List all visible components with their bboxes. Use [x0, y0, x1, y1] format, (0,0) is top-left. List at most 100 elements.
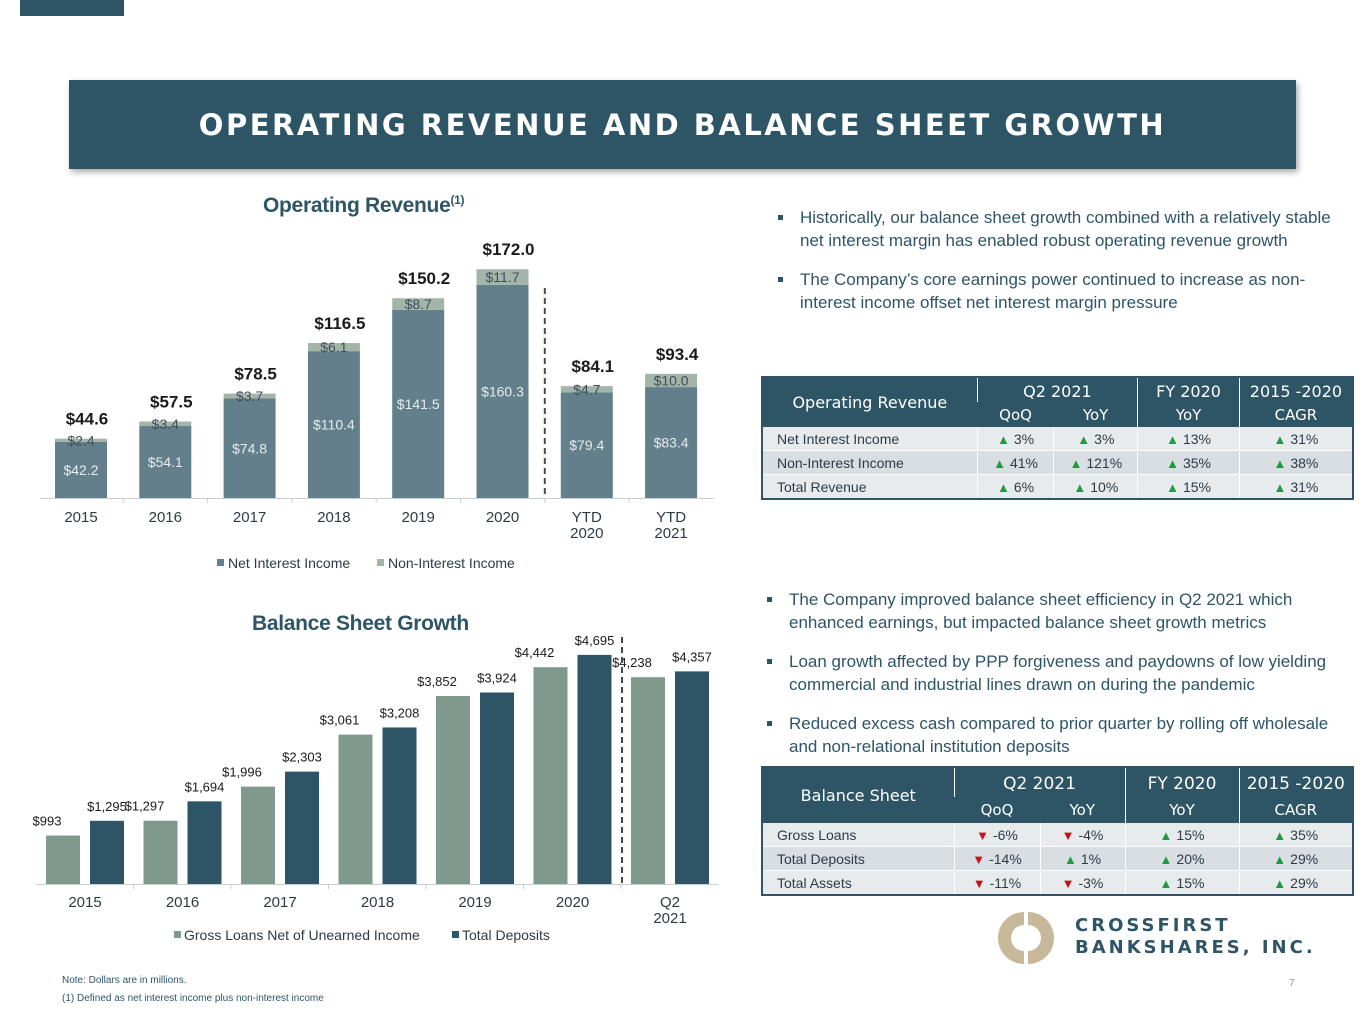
balance-sheet-table: Balance Sheet Q2 2021 FY 2020 2015 -2020…	[761, 766, 1354, 896]
table-header-q2: Q2 2021	[976, 377, 1138, 402]
total-label: $44.6	[66, 410, 109, 429]
total-deposits-bar	[187, 801, 222, 884]
x-tick-label: YTD 2021	[654, 509, 687, 542]
title-banner: OPERATING REVENUE AND BALANCE SHEET GROW…	[69, 80, 1296, 169]
metric-cell: ▲ 6%	[976, 474, 1054, 500]
up-arrow-icon: ▲	[1063, 851, 1077, 867]
net-interest-label: $141.5	[397, 396, 440, 412]
metric-value: -11%	[989, 874, 1022, 891]
metric-cell: ▲ 35%	[1238, 823, 1353, 847]
up-arrow-icon: ▲	[1273, 479, 1287, 495]
up-arrow-icon: ▲	[1273, 455, 1287, 471]
metric-cell: ▲ 29%	[1238, 870, 1353, 896]
net-interest-bar	[645, 387, 698, 498]
x-tick-label: 2017	[263, 894, 296, 911]
table-header-yoy: YoY	[1040, 797, 1125, 823]
non-interest-bar	[223, 393, 276, 399]
net-interest-bar	[476, 284, 529, 498]
gross-loans-label: $1,297	[125, 799, 165, 814]
gross-loans-bar	[436, 696, 470, 884]
total-deposits-bar	[285, 771, 319, 884]
non-interest-bar	[55, 438, 107, 442]
total-deposits-label: $2,303	[282, 750, 322, 765]
table-header-fy: FY 2020	[1137, 377, 1240, 402]
non-interest-bar	[476, 269, 529, 285]
gross-loans-bar	[338, 734, 373, 884]
x-tick-label: Q2 2021	[653, 894, 686, 927]
metric-value: 15%	[1182, 478, 1211, 495]
non-interest-bar	[139, 421, 192, 427]
non-interest-label: $11.7	[486, 269, 520, 285]
total-label: $93.4	[656, 345, 699, 364]
logo-line-2: BANKSHARES, INC.	[1075, 937, 1316, 958]
x-tick-label: 2019	[402, 509, 435, 526]
down-arrow-icon: ▼	[1061, 827, 1075, 843]
total-deposits-label: $3,208	[380, 705, 420, 720]
gross-loans-label: $3,852	[417, 674, 457, 689]
gross-loans-label: $3,061	[320, 713, 360, 728]
up-arrow-icon: ▲	[993, 455, 1006, 471]
metric-value: 15%	[1176, 874, 1205, 891]
corner-tab	[20, 0, 124, 16]
table-row-gross-loans: Gross Loans ▼ -6% ▼ -4% ▲ 15% ▲ 35%	[761, 823, 1353, 847]
metric-value: 6%	[1013, 478, 1035, 495]
metric-value: 13%	[1182, 430, 1211, 447]
gross-loans-bar	[631, 677, 665, 884]
up-arrow-icon: ▲	[1166, 455, 1179, 471]
table-header-yoy: YoY	[1053, 402, 1138, 427]
up-arrow-icon: ▲	[1273, 875, 1287, 891]
metric-value: 3%	[1094, 430, 1115, 447]
gross-loans-label: $1,996	[222, 765, 262, 780]
net-interest-label: $110.4	[313, 417, 355, 433]
up-arrow-icon: ▲	[1159, 851, 1173, 867]
net-interest-label: $79.4	[569, 437, 604, 453]
table-row-non-interest-income: Non-Interest Income ▲ 41% ▲ 121% ▲ 35% ▲ 38%	[761, 450, 1353, 475]
net-interest-label: $160.3	[481, 383, 524, 399]
metric-cell: ▼ -3%	[1039, 870, 1125, 896]
total-label: $57.5	[150, 393, 193, 412]
balance-bullet: The Company improved balance sheet effic…	[763, 588, 1358, 634]
non-interest-label: $10.0	[654, 372, 689, 388]
net-interest-bar	[223, 398, 276, 498]
metric-value: 31%	[1290, 478, 1319, 495]
net-interest-label: $83.4	[654, 435, 689, 451]
non-interest-label: $8.7	[405, 296, 432, 312]
metric-value: 3%	[1013, 430, 1035, 447]
total-label: $150.2	[398, 269, 450, 288]
down-arrow-icon: ▼	[972, 875, 986, 891]
gross-loans-label: $993	[33, 814, 62, 829]
row-label: Total Revenue	[761, 474, 978, 500]
x-tick-label: 2016	[149, 509, 182, 526]
total-deposits-label: $3,924	[477, 671, 517, 686]
balance-bullet-list: The Company improved balance sheet effic…	[763, 588, 1358, 774]
net-interest-bar	[307, 351, 360, 498]
up-arrow-icon: ▲	[1273, 851, 1287, 867]
row-label: Non-Interest Income	[761, 450, 978, 475]
total-label: $84.1	[572, 357, 615, 376]
up-arrow-icon: ▲	[996, 431, 1010, 447]
non-interest-bar	[645, 373, 698, 388]
balance-chart-title: Balance Sheet Growth	[252, 612, 469, 635]
metric-cell: ▲ 15%	[1124, 823, 1239, 847]
x-tick-label: 2020	[556, 894, 589, 911]
up-arrow-icon: ▲	[1159, 827, 1173, 843]
total-deposits-bar	[90, 820, 124, 884]
non-interest-label: $2.4	[67, 432, 94, 448]
metric-cell: ▲ 31%	[1238, 474, 1353, 500]
net-interest-bar	[392, 309, 445, 498]
metric-cell: ▲ 31%	[1238, 427, 1353, 451]
footnote-definition: (1) Defined as net interest income plus …	[62, 993, 324, 1004]
gross-loans-bar	[46, 835, 80, 884]
revenue-chart-title: Operating Revenue(1)	[263, 193, 465, 218]
revenue-chart-title-text: Operating Revenue	[263, 194, 451, 217]
x-tick-label: 2015	[68, 894, 101, 911]
up-arrow-icon: ▲	[1159, 875, 1173, 891]
net-interest-label: $54.1	[148, 454, 183, 470]
total-deposits-bar	[577, 654, 612, 884]
metric-cell: ▲ 1%	[1039, 846, 1125, 871]
up-arrow-icon: ▲	[1166, 431, 1179, 447]
net-interest-label: $74.8	[232, 440, 267, 456]
total-deposits-label: $4,695	[575, 633, 615, 648]
revenue-bullet-list: Historically, our balance sheet growth c…	[774, 206, 1334, 330]
down-arrow-icon: ▼	[1061, 875, 1075, 891]
